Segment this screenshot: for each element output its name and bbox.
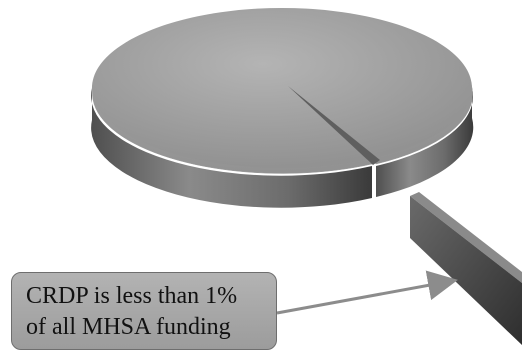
pie-slice-crdp-top — [410, 192, 522, 283]
pie-slice-crdp-side — [410, 196, 522, 345]
pie-gap-shadow — [288, 86, 380, 165]
annotation-line-1: CRDP is less than 1% — [26, 283, 238, 309]
pie-top-ellipse — [91, 8, 472, 169]
pie-side-wall-right — [376, 88, 474, 197]
pie-side-wall — [91, 88, 372, 208]
callout-arrow — [276, 270, 458, 315]
pie-gap-notch — [372, 166, 376, 198]
annotation-callout: CRDP is less than 1% of all MHSA funding — [11, 272, 277, 350]
annotation-line-2: of all MHSA funding — [26, 314, 231, 340]
